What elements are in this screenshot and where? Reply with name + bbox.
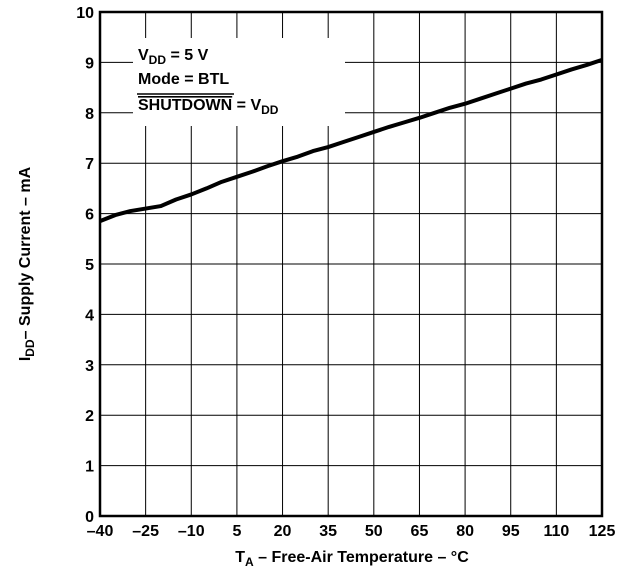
y-tick-label: 2	[85, 408, 94, 425]
annotation-line: VDD = 5 V	[138, 47, 209, 67]
y-tick-label: 9	[85, 55, 94, 72]
y-tick-label: 10	[76, 5, 94, 22]
x-tick-label: 95	[502, 523, 520, 540]
y-axis-label: IDD– Supply Current – mA	[17, 166, 37, 361]
x-axis-label: TA – Free-Air Temperature – °C	[235, 549, 469, 569]
y-tick-label: 1	[85, 459, 94, 476]
data-line	[99, 57, 603, 224]
y-tick-label: 8	[85, 106, 94, 123]
plot-frame	[98, 10, 604, 518]
x-tick-label: –40	[87, 523, 114, 540]
text-sub: DD	[23, 339, 37, 357]
text-part: – Free-Air Temperature – °C	[254, 549, 470, 566]
x-tick-label: –25	[132, 523, 159, 540]
text-part: = 5 V	[166, 47, 209, 64]
text-part: – Supply Current – mA	[17, 166, 34, 339]
text-part: T	[235, 549, 245, 566]
text-part: SHUTDOWN	[138, 97, 232, 114]
text-part: V	[138, 47, 149, 64]
x-tick-label: 80	[456, 523, 474, 540]
text-part: = V	[232, 97, 261, 114]
x-tick-label: –10	[178, 523, 205, 540]
y-tick-label: 7	[85, 156, 94, 173]
x-tick-label: 5	[232, 523, 241, 540]
text-sub: A	[245, 555, 254, 569]
x-tick-label: 110	[543, 523, 569, 540]
text-sub: DD	[261, 103, 279, 117]
text-part: I	[17, 357, 34, 361]
x-tick-label: 125	[589, 523, 616, 540]
y-tick-label: 6	[85, 207, 94, 224]
x-tick-label: 65	[411, 523, 429, 540]
annotation-line: Mode = BTL	[138, 71, 229, 88]
y-tick-label: 0	[85, 509, 94, 526]
x-tick-label: 50	[365, 523, 383, 540]
x-tick-label: 35	[319, 523, 337, 540]
x-tick-label: 20	[274, 523, 292, 540]
annotation-box	[133, 38, 345, 126]
annotation-line: SHUTDOWN = VDD	[138, 97, 279, 117]
text-sub: DD	[149, 53, 167, 67]
y-tick-label: 3	[85, 358, 94, 375]
y-tick-label: 4	[85, 307, 94, 324]
y-tick-label: 5	[85, 257, 94, 274]
